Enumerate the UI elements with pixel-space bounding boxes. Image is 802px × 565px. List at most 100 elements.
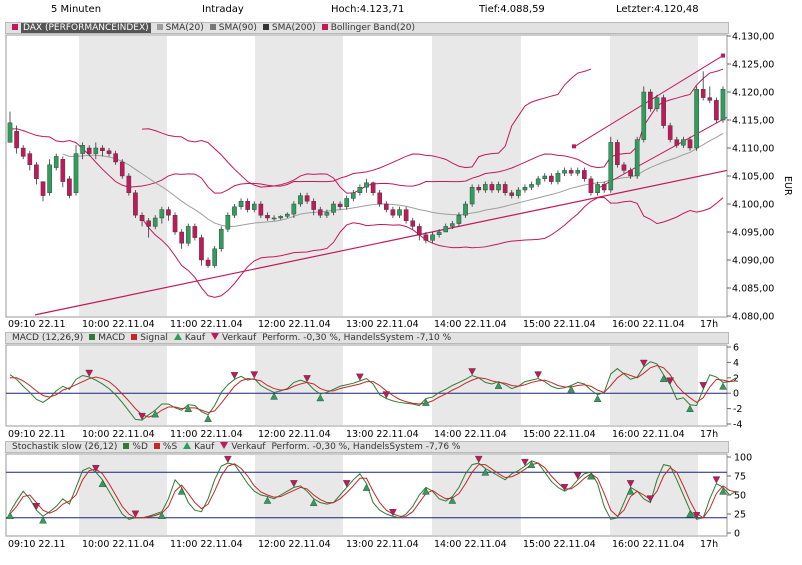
macd-verkauf-marker [230,372,239,380]
legend-label: Perform. -0,30 %, HandelsSystem -7,76 % [271,442,461,452]
signal-line [10,364,737,418]
legend-label: Perform. -0,30 %, HandelsSystem -7,10 % [262,333,452,343]
candle-body [542,175,548,179]
candle-body [47,164,52,194]
candle-body [522,186,528,191]
price-legend: DAX (PERFORMANCEINDEX) SMA(20) SMA(90) SMA(… [5,22,729,34]
stoch-verkauf-marker [389,509,397,517]
legend-item[interactable]: Kauf [173,333,205,343]
candle-body [700,88,706,98]
macd-legend: MACD (12,26,9) MACD Signal Kauf Verkauf Perfo… [5,332,729,344]
macd-hour-band [255,346,343,425]
x-axis-label: 13:00 22.11.04 [346,429,419,440]
legend-item[interactable]: %S [153,442,177,452]
legend-item[interactable]: Stochastik slow (26,12) [12,442,118,452]
stoch-kauf-marker [527,460,536,468]
legend-item[interactable]: MACD (12,26,9) [12,333,83,343]
legend-swatch-icon [156,24,163,30]
candle-body [100,147,105,151]
macd-verkauf-marker [666,377,675,385]
candle-body [694,88,699,149]
legend-item[interactable]: DAX (PERFORMANCEINDEX) [12,23,151,33]
candle-body [251,203,257,210]
interval-label: 5 Minuten [51,4,102,15]
candle-body [562,170,567,174]
candle-body [430,234,435,241]
verkauf-marker-icon [220,442,229,449]
candle-body [350,192,356,199]
x-axis-label: 12:00 22.11.04 [258,539,331,550]
legend-item[interactable]: MACD [89,333,125,343]
macd-kauf-marker [567,385,575,393]
macd-kauf-marker [184,404,193,412]
candle-body [720,88,726,121]
candle-body [582,170,587,179]
macd-verkauf-marker [85,369,94,377]
candle-body [271,217,277,220]
candle-body [53,156,59,168]
price-unit-label: EUR [782,176,793,196]
trend-line-support [34,169,728,316]
legend-item[interactable]: SMA(20) [156,23,204,33]
candle-body [568,170,574,174]
candle-body [423,234,429,241]
x-axis-label: 16:00 22.11.04 [612,319,685,330]
stoch-kauf-marker [448,496,457,504]
bollinger-upper-band [142,68,724,194]
macd-kauf-marker [151,410,160,418]
candle-body [317,209,323,216]
candle-body [535,178,541,185]
x-axis-label: 09:10 22.11 [8,429,66,440]
candle-body [674,139,680,146]
candle-body [621,164,627,171]
legend-swatch-icon [131,334,138,340]
candle-body [80,144,85,154]
legend-item[interactable]: Signal [131,333,168,343]
stoch-hour-band [79,455,167,535]
candle-body [575,170,581,174]
candle-body [496,184,501,191]
stoch-kauf-marker [626,487,635,495]
stoch-verkauf-marker [692,512,701,520]
legend-item[interactable]: %D [123,442,148,452]
candle-body [628,170,633,177]
macd-kauf-marker [659,374,668,382]
candle-body [199,237,204,261]
candle-body [608,142,614,191]
legend-item[interactable]: Perform. -0,30 %, HandelsSystem -7,10 % [262,333,452,343]
legend-item[interactable]: Verkauf [220,442,266,452]
x-axis-label: 13:00 22.11.04 [346,539,419,550]
legend-item[interactable]: Kauf [183,442,214,452]
candle-body [172,214,178,233]
stoch-verkauf-marker [342,480,351,488]
price-ytick-label: 4.090,00 [732,256,774,267]
candle-body [436,231,442,235]
legend-item[interactable]: Perform. -0,30 %, HandelsSystem -7,76 % [271,442,461,452]
stoch-d-line [9,460,737,520]
candle-body [370,182,376,194]
candle-body [291,203,297,215]
candle-body [238,200,244,207]
x-axis-label: 13:00 22.11.04 [346,319,419,330]
legend-item[interactable]: Verkauf [211,333,256,343]
price-ytick-label: 4.125,00 [732,60,774,71]
stoch-kauf-marker [719,487,727,495]
stoch-kauf-marker [158,511,166,519]
legend-label: Stochastik slow (26,12) [12,442,118,452]
legend-label: Verkauf [231,442,266,452]
stoch-verkauf-marker [290,480,298,488]
stoch-verkauf-marker [573,472,582,480]
stoch-ytick-label: 50 [734,491,746,502]
price-ytick-label: 4.115,00 [732,116,774,127]
macd-verkauf-marker [699,382,708,390]
stoch-verkauf-marker [224,455,232,464]
stoch-kauf-marker [263,496,272,504]
legend-item[interactable]: SMA(200) [262,23,316,33]
candle-body [67,178,72,196]
candle-body [152,217,158,227]
legend-item[interactable]: Bollinger Band(20) [321,23,415,33]
legend-item[interactable]: SMA(90) [209,23,257,33]
candle-body [185,226,191,244]
legend-label: SMA(20) [165,23,204,33]
candle-body [357,186,363,193]
